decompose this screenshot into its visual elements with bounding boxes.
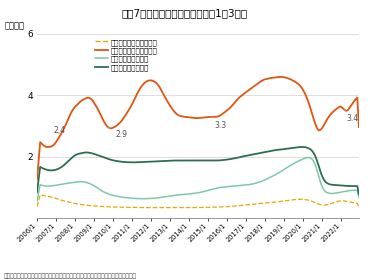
Text: （資料）不動産経済研究所、東日本レインズの公表を基にニッセイ基礎研究所が作成: （資料）不動産経済研究所、東日本レインズの公表を基にニッセイ基礎研究所が作成 <box>4 273 137 279</box>
Text: 2.4: 2.4 <box>53 126 65 135</box>
新築マンション在庫戸数 <box>276 200 280 204</box>
新築マンション在庫戸数 <box>71 201 76 205</box>
中古マンション在庫戸数 <box>70 110 74 113</box>
中古マンション在庫戸数 <box>357 125 361 129</box>
新築戸建て在庫戸数 <box>120 195 125 199</box>
Text: （万戸）: （万戸） <box>5 21 25 30</box>
Text: 3.3: 3.3 <box>211 117 227 130</box>
中古マンション在庫戸数 <box>89 97 93 101</box>
中古戸建て在庫戸数 <box>300 145 304 149</box>
Line: 新築戸建て在庫戸数: 新築戸建て在庫戸数 <box>37 158 359 201</box>
新築戸建て在庫戸数 <box>89 183 93 186</box>
新築戸建て在庫戸数 <box>70 181 74 184</box>
新築マンション在庫戸数 <box>90 204 95 207</box>
新築マンション在庫戸数 <box>122 206 127 209</box>
Line: 中古戸建て在庫戸数: 中古戸建て在庫戸数 <box>37 147 359 194</box>
新築マンション在庫戸数 <box>38 193 43 197</box>
新築戸建て在庫戸数 <box>273 173 277 177</box>
中古マンション在庫戸数 <box>196 116 201 120</box>
中古戸建て在庫戸数 <box>70 156 74 160</box>
中古戸建て在庫戸数 <box>89 151 93 155</box>
中古戸建て在庫戸数 <box>196 159 201 162</box>
Legend: 新築マンション在庫戸数, 中古マンション在庫戸数, 新築戸建て在庫戸数, 中古戸建て在庫戸数: 新築マンション在庫戸数, 中古マンション在庫戸数, 新築戸建て在庫戸数, 中古戸… <box>95 39 157 71</box>
中古戸建て在庫戸数 <box>120 160 125 164</box>
新築戸建て在庫戸数 <box>357 196 361 199</box>
Line: 新築マンション在庫戸数: 新築マンション在庫戸数 <box>37 195 359 208</box>
新築マンション在庫戸数 <box>357 206 361 209</box>
中古マンション在庫戸数 <box>273 76 277 79</box>
新築マンション在庫戸数 <box>200 206 204 209</box>
中古戸建て在庫戸数 <box>273 148 277 152</box>
Text: 3.4: 3.4 <box>344 110 359 123</box>
Text: 2.9: 2.9 <box>108 127 127 139</box>
Line: 中古マンション在庫戸数: 中古マンション在庫戸数 <box>37 77 359 179</box>
中古戸建て在庫戸数 <box>35 190 39 194</box>
中古マンション在庫戸数 <box>35 178 39 181</box>
中古マンション在庫戸数 <box>279 75 283 79</box>
中古マンション在庫戸数 <box>203 116 207 119</box>
新築戸建て在庫戸数 <box>35 200 39 203</box>
新築マンション在庫戸数 <box>206 206 211 209</box>
新築戸建て在庫戸数 <box>196 191 201 194</box>
新築マンション在庫戸数 <box>142 206 147 209</box>
中古戸建て在庫戸数 <box>357 192 361 196</box>
新築戸建て在庫戸数 <box>203 190 207 193</box>
中古戸建て在庫戸数 <box>203 159 207 162</box>
新築マンション在庫戸数 <box>35 205 39 208</box>
Text: 図表7　在庫戸数の推移（首都圏1都3県）: 図表7 在庫戸数の推移（首都圏1都3県） <box>122 8 248 18</box>
新築戸建て在庫戸数 <box>306 156 310 159</box>
中古マンション在庫戸数 <box>120 118 125 121</box>
